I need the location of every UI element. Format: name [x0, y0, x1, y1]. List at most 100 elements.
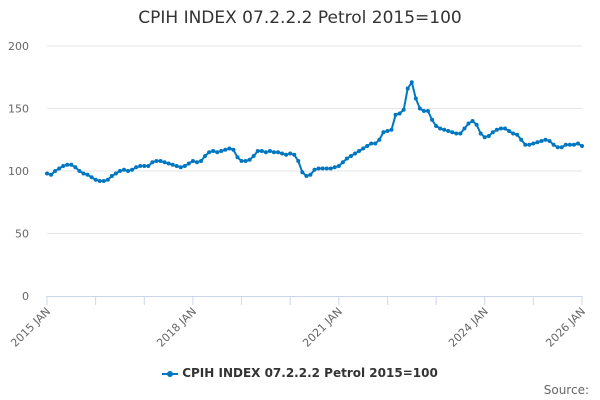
data-point	[166, 161, 171, 166]
data-point	[199, 159, 204, 163]
data-point	[215, 150, 220, 155]
data-point	[292, 152, 297, 157]
data-point	[393, 112, 398, 117]
data-point	[243, 159, 248, 163]
data-point	[336, 164, 341, 168]
data-point	[442, 127, 447, 132]
data-point	[146, 164, 151, 168]
data-point	[113, 171, 118, 176]
data-point	[397, 111, 402, 116]
source-label: Source:	[543, 383, 589, 397]
data-point	[73, 165, 78, 170]
data-point	[77, 169, 82, 173]
data-point	[502, 126, 507, 131]
data-point	[49, 172, 54, 177]
data-point	[93, 177, 98, 182]
data-point	[251, 154, 256, 158]
series-line	[46, 81, 583, 182]
data-point	[223, 147, 228, 152]
data-point	[182, 164, 187, 168]
data-point	[519, 137, 524, 142]
data-point	[389, 127, 394, 132]
data-point	[365, 144, 370, 148]
data-point	[316, 166, 321, 171]
data-point	[555, 145, 560, 150]
data-point	[474, 122, 479, 127]
data-point	[551, 142, 556, 147]
data-point	[134, 165, 139, 170]
legend-label: CPIH INDEX 07.2.2.2 Petrol 2015=100	[182, 366, 438, 380]
data-point	[89, 175, 94, 180]
data-point	[186, 161, 191, 166]
data-point	[567, 142, 572, 147]
data-point	[348, 154, 353, 158]
data-point	[178, 165, 183, 170]
data-point	[575, 141, 580, 146]
data-point	[207, 150, 212, 155]
data-point	[462, 126, 467, 131]
data-point	[563, 142, 568, 147]
data-point	[122, 167, 127, 172]
data-point	[425, 109, 430, 113]
data-point	[126, 169, 131, 173]
data-point	[559, 145, 564, 150]
data-point	[255, 149, 260, 153]
data-point	[470, 119, 475, 123]
data-point	[430, 117, 435, 122]
data-point	[490, 130, 495, 135]
data-point	[421, 109, 426, 113]
data-point	[162, 160, 167, 165]
data-point	[478, 131, 483, 136]
data-point	[65, 162, 70, 167]
data-point	[344, 156, 349, 161]
data-point	[138, 164, 143, 168]
data-point	[539, 139, 544, 143]
data-point	[194, 160, 199, 165]
data-point	[235, 155, 240, 160]
data-point	[494, 127, 499, 132]
data-point	[385, 129, 390, 133]
data-point	[405, 86, 410, 91]
x-tick-label: 2015 JAN	[8, 305, 53, 350]
chart-title: CPIH INDEX 07.2.2.2 Petrol 2015=100	[138, 8, 462, 28]
data-point	[85, 172, 90, 177]
data-point	[247, 157, 252, 162]
data-point	[498, 126, 503, 131]
x-tick-label: 2026 JAN	[543, 305, 588, 350]
data-point	[523, 142, 528, 147]
data-point	[454, 131, 459, 136]
data-point	[377, 137, 382, 142]
data-point	[547, 139, 552, 143]
x-tick-label: 2021 JAN	[300, 305, 345, 350]
data-point	[466, 121, 471, 126]
data-point	[300, 170, 305, 175]
data-point	[328, 166, 333, 171]
data-point	[332, 165, 337, 170]
data-point	[304, 174, 309, 178]
data-point	[174, 164, 179, 168]
data-point	[101, 179, 106, 183]
data-point	[276, 150, 281, 155]
data-point	[130, 167, 135, 172]
data-point	[117, 169, 122, 173]
data-point	[267, 149, 272, 153]
data-point	[446, 129, 451, 133]
data-point	[535, 140, 540, 145]
data-point	[259, 149, 264, 153]
data-point	[369, 141, 374, 146]
data-point	[438, 126, 443, 131]
data-point	[531, 141, 536, 146]
legend[interactable]: CPIH INDEX 07.2.2.2 Petrol 2015=100	[0, 366, 600, 380]
data-point	[381, 130, 386, 135]
data-point	[324, 166, 329, 171]
data-point	[296, 159, 301, 163]
data-point	[271, 150, 276, 155]
data-point	[458, 131, 463, 136]
data-point	[142, 164, 147, 168]
data-point	[373, 141, 378, 146]
data-point	[57, 166, 62, 171]
data-point	[61, 164, 66, 168]
data-point	[320, 166, 325, 171]
legend-line-marker-icon	[162, 370, 179, 377]
